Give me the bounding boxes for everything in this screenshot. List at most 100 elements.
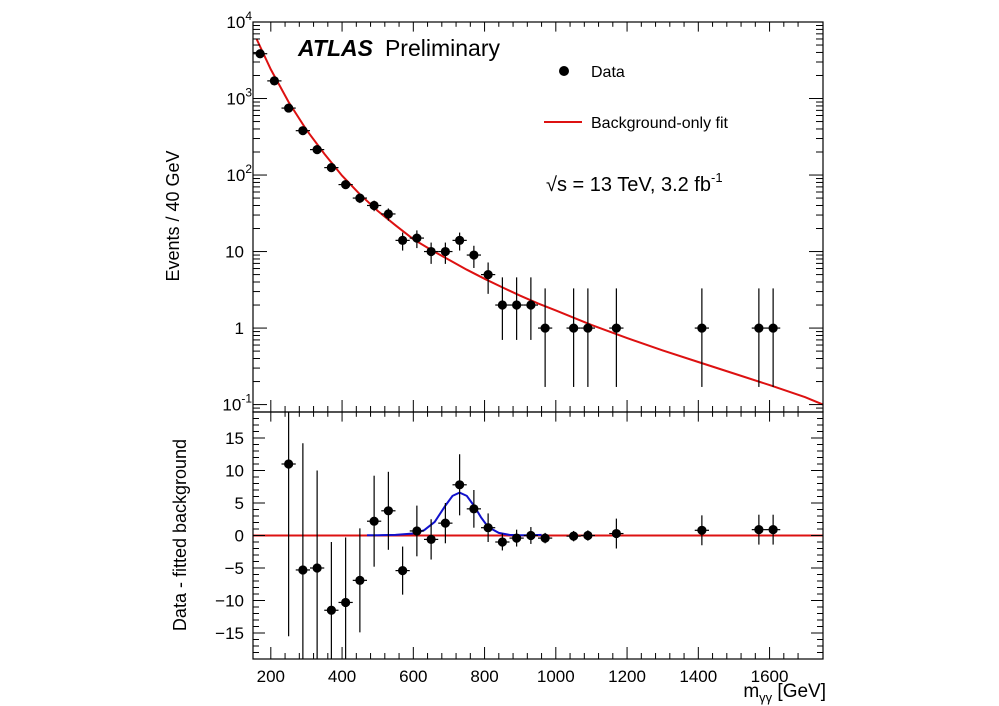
data-point [284,103,294,113]
x-tick-label: 1400 [679,667,717,686]
data-point [440,246,450,257]
data-point [398,235,408,245]
legend-fit-label: Background-only fit [591,115,729,132]
x-tick-label: 600 [399,667,427,686]
data-point [298,126,308,136]
data-point [469,250,479,260]
residual-point [611,528,621,539]
data-point [583,323,593,333]
x-tick-label: 800 [470,667,498,686]
data-point [426,246,436,257]
x-tick-label: 400 [328,667,356,686]
residual-point [497,537,507,547]
res-y-tick-label: −15 [215,624,244,643]
residual-point [512,533,522,543]
res-y-tick-label: 10 [225,462,244,481]
y-tick-label: 104 [226,9,252,32]
data-point [526,300,536,310]
residual-point [768,525,778,535]
y-tick-label: 10 [225,243,244,262]
data-point [569,323,579,333]
data-point [369,200,379,211]
data-point [412,233,422,243]
data-point [383,209,393,219]
res-y-tick-label: 5 [235,494,244,513]
data-point [455,235,465,245]
residual-point [455,480,465,490]
y-tick-label-base: 10 [226,90,245,109]
data-point [255,49,265,59]
residual-point [284,459,294,469]
residual-point [312,563,322,573]
residual-point [426,534,436,545]
x-axis-title-main: m [743,681,759,702]
residual-point [383,506,393,516]
data-point [312,144,322,155]
residual-point [355,575,365,585]
residual-point [440,518,450,528]
background-fit-curve [255,38,824,406]
x-tick-label: 1000 [537,667,575,686]
data-point [697,323,707,333]
main-plot-frame [252,21,824,413]
y-tick-label-exponent: 4 [245,9,252,23]
x-axis-title-unit: [GeV] [772,681,826,702]
residual-point [412,526,422,536]
x-axis-title: mγγ [GeV] [743,681,826,705]
residual-point [754,525,764,535]
residual-point [540,533,550,543]
residual-y-axis-title: Data - fitted background [170,439,190,631]
data-point [512,300,522,310]
data-point [326,163,336,173]
status-label: Preliminary [385,35,501,61]
legend: Data Background-only fit [544,64,729,132]
data-point [768,323,778,333]
x-tick-label: 200 [257,667,285,686]
y-tick-label-base: 10 [222,396,241,415]
residual-point [697,525,707,535]
legend-data-marker [559,66,569,76]
data-point [497,300,507,310]
residual-point [526,530,536,541]
data-point [754,323,764,333]
y-tick-label: 1 [235,319,244,338]
residual-point [369,516,379,526]
res-y-tick-label: 15 [225,429,244,448]
y-tick-label-exponent: 3 [245,86,252,100]
residual-point [298,565,308,575]
res-y-tick-label: −5 [225,559,244,578]
x-axis-title-subscript: γγ [759,690,773,705]
data-point [355,193,365,203]
y-tick-label-base: 10 [225,243,244,262]
data-point [269,76,279,86]
energy-label-text: √s = 13 TeV, 3.2 fb [546,174,711,196]
signal-curve [367,491,542,537]
y-tick-label-exponent: 2 [245,162,252,176]
atlas-logo-text: ATLAS [297,35,374,61]
main-y-axis-title: Events / 40 GeV [163,150,183,281]
res-y-tick-label: −10 [215,592,244,611]
data-point [483,269,493,280]
y-tick-label-base: 10 [226,13,245,32]
y-tick-label: 102 [226,162,252,185]
y-tick-label-base: 1 [235,319,244,338]
y-tick-label-exponent: -1 [241,392,252,406]
data-point [341,179,351,190]
residual-point [469,504,479,514]
data-point [611,323,621,333]
x-tick-label: 1600 [751,667,789,686]
residual-point [483,523,493,533]
legend-data-label: Data [591,64,625,81]
residual-point [583,530,593,541]
residual-point [341,597,351,608]
y-tick-label: 103 [226,86,252,109]
y-tick-label-base: 10 [226,166,245,185]
energy-luminosity-label: √s = 13 TeV, 3.2 fb-1 [546,170,723,196]
residual-point [326,605,336,615]
experiment-label: ATLAS Preliminary [297,35,500,61]
res-y-tick-label: 0 [235,527,244,546]
energy-label-exponent: -1 [711,170,723,185]
y-tick-label: 10-1 [222,392,252,415]
data-point [540,323,550,333]
